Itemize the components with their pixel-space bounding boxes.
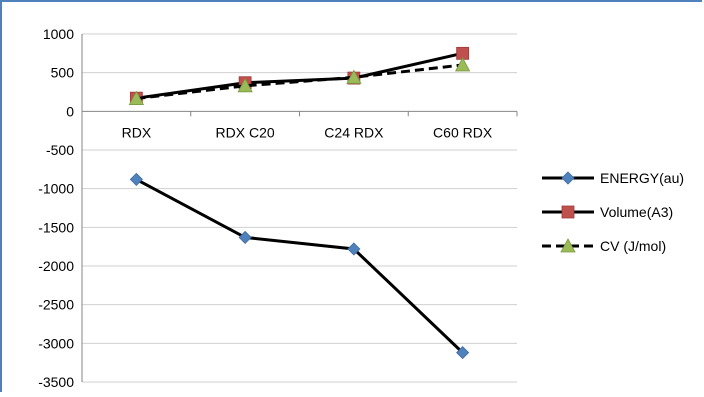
y-tick-label: -2500 (38, 297, 74, 313)
y-tick-label: -2000 (38, 258, 74, 274)
series-group (128, 46, 471, 360)
x-axis-tick-labels: RDX RDX C20 C24 RDX C60 RDX (122, 124, 493, 140)
y-tick-label: -3500 (38, 374, 74, 390)
x-tick-label: C24 RDX (324, 124, 384, 140)
data-point (456, 346, 470, 360)
data-point (238, 230, 252, 244)
y-tick-label: -500 (46, 142, 74, 158)
legend-marker (560, 238, 576, 253)
data-point (454, 57, 471, 72)
y-tick-label: -3000 (38, 335, 74, 351)
legend-marker (561, 171, 575, 185)
legend-label: CV (J/mol) (600, 238, 666, 254)
legend: ENERGY(au) Volume(A3) CV (J/mol) (542, 170, 684, 254)
x-tick-label: RDX (122, 124, 152, 140)
data-point (128, 90, 145, 105)
x-tick-label: RDX C20 (216, 124, 275, 140)
y-tick-label: -1000 (38, 181, 74, 197)
legend-label: Volume(A3) (600, 204, 673, 220)
grid-lines (82, 33, 517, 383)
y-tick-label: 500 (51, 65, 75, 81)
y-axis-tick-labels: 1000 500 0 -500 -1000 -1500 -2000 -2500 -3000 -35… (38, 26, 74, 390)
data-point (346, 69, 362, 84)
x-tick-label: C60 RDX (433, 124, 493, 140)
series-line (135, 178, 464, 354)
data-point (237, 77, 253, 93)
series-diamond (129, 172, 470, 360)
legend-entry: Volume(A3) (542, 204, 673, 220)
series-square (129, 46, 470, 105)
legend-marker (561, 205, 575, 219)
line-chart: 1000 500 0 -500 -1000 -1500 -2000 -2500 -3000 -35… (38, 26, 684, 390)
data-point (129, 172, 143, 186)
series-line (136, 51, 463, 100)
series-triangle (128, 57, 471, 105)
y-tick-label: 1000 (43, 26, 74, 42)
y-tick-label: 0 (66, 103, 74, 119)
legend-entry: ENERGY(au) (542, 170, 684, 186)
y-tick-label: -1500 (38, 219, 74, 235)
data-point (347, 242, 361, 256)
x-axis (81, 34, 518, 382)
series-line (136, 63, 463, 101)
legend-label: ENERGY(au) (600, 170, 684, 186)
legend-entry: CV (J/mol) (542, 238, 666, 254)
